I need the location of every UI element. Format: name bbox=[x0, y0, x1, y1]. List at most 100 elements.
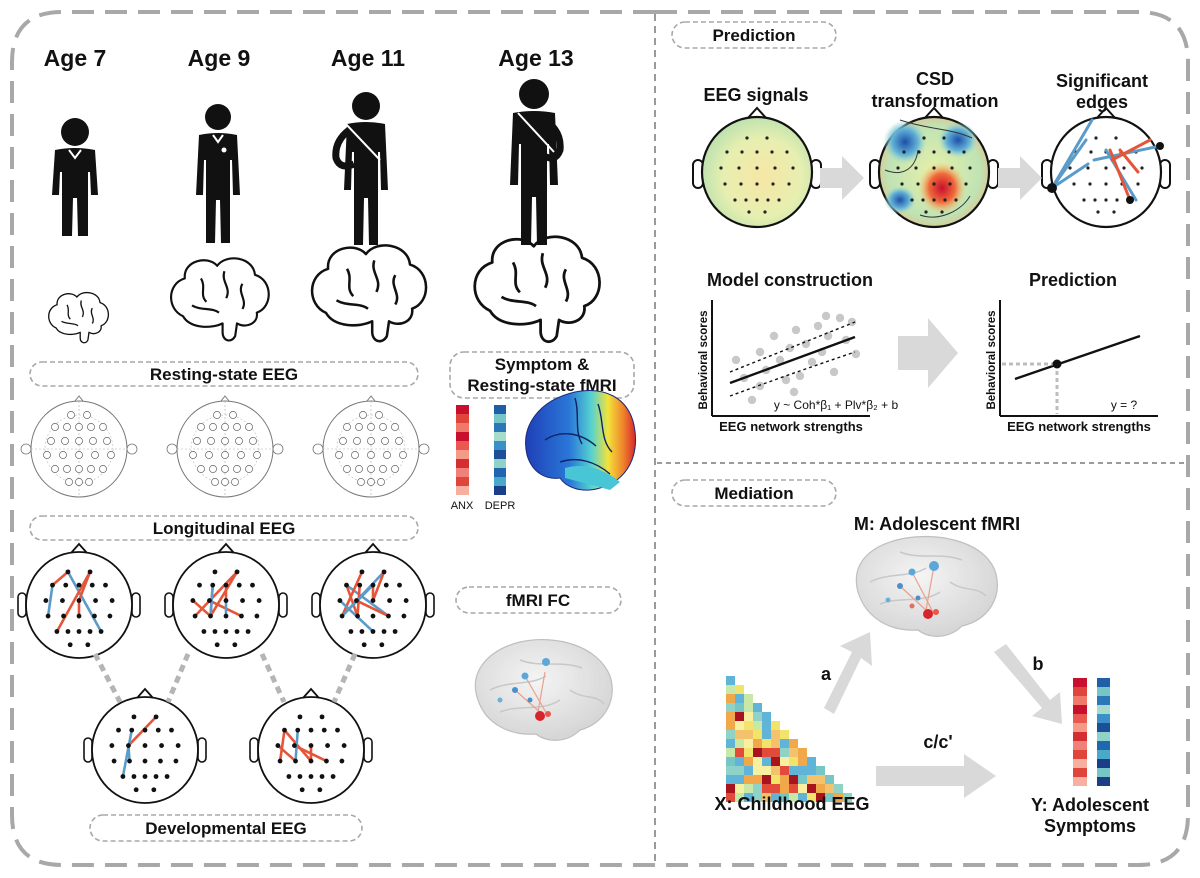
strip-cell bbox=[494, 477, 506, 486]
strip-cell bbox=[1073, 723, 1087, 732]
electrode bbox=[63, 465, 71, 473]
head-map bbox=[311, 542, 435, 659]
strip-cell bbox=[494, 405, 506, 414]
electrode bbox=[233, 465, 241, 473]
matrix-cell bbox=[744, 775, 753, 784]
electrode bbox=[370, 598, 376, 603]
electrode-montage bbox=[166, 395, 284, 498]
scatter-point bbox=[795, 371, 805, 381]
electrode bbox=[142, 743, 148, 748]
matrix-cell bbox=[762, 712, 771, 721]
electrode bbox=[275, 743, 281, 748]
eeg-signals-label: EEG signals bbox=[703, 85, 808, 105]
matrix-cell bbox=[798, 766, 807, 775]
electrode-montages bbox=[20, 395, 430, 498]
electrode bbox=[353, 437, 361, 445]
electrode-montage bbox=[20, 395, 138, 498]
scatter-point bbox=[829, 367, 839, 377]
electrode bbox=[397, 582, 402, 588]
electrode bbox=[142, 774, 148, 779]
matrix-cell bbox=[789, 784, 798, 793]
electrode bbox=[755, 182, 759, 186]
electrode bbox=[99, 465, 107, 473]
electrode bbox=[76, 629, 82, 634]
electrode bbox=[297, 774, 303, 779]
electrode bbox=[169, 727, 174, 733]
matrix-cell bbox=[726, 793, 735, 802]
age-title: Age 9 bbox=[188, 45, 251, 71]
electrode bbox=[211, 478, 219, 486]
electrode bbox=[1140, 166, 1144, 170]
electrode bbox=[344, 582, 349, 588]
svg-text:fMRI FC: fMRI FC bbox=[506, 591, 570, 610]
svg-text:Resting-state fMRI: Resting-state fMRI bbox=[467, 376, 616, 395]
electrode bbox=[231, 478, 239, 486]
matrix-cell bbox=[762, 784, 771, 793]
matrix-cell bbox=[753, 775, 762, 784]
electrode bbox=[367, 478, 375, 486]
electrode bbox=[355, 613, 360, 619]
matrix-cell bbox=[789, 748, 798, 757]
electrode bbox=[212, 569, 218, 575]
matrix-cell bbox=[735, 757, 744, 766]
electrode bbox=[107, 451, 115, 459]
electrode bbox=[367, 451, 375, 459]
x-axis-label: EEG network strengths bbox=[1007, 419, 1151, 434]
electrode bbox=[133, 787, 139, 793]
electrode bbox=[116, 727, 121, 733]
electrode bbox=[212, 629, 218, 634]
matrix-cell bbox=[762, 775, 771, 784]
electrode bbox=[370, 582, 376, 588]
matrix-cell bbox=[816, 784, 825, 793]
electrode bbox=[193, 437, 201, 445]
matrix-cell bbox=[771, 721, 780, 730]
electrode bbox=[190, 598, 196, 603]
electrode bbox=[197, 423, 205, 431]
matrix-cell bbox=[807, 793, 816, 802]
matrix-cell bbox=[753, 757, 762, 766]
electrode bbox=[917, 150, 921, 154]
electrode bbox=[744, 198, 748, 202]
matrix-cell bbox=[825, 793, 834, 802]
electrode bbox=[1072, 182, 1076, 186]
electrode bbox=[339, 613, 345, 619]
electrode bbox=[229, 411, 237, 419]
scatter-point bbox=[813, 321, 823, 331]
matrix-cell bbox=[798, 784, 807, 793]
electrode bbox=[43, 598, 49, 603]
electrode bbox=[351, 451, 359, 459]
matrix-cell bbox=[834, 793, 843, 802]
strip-cell bbox=[1073, 678, 1087, 687]
x-axis-label: EEG network strengths bbox=[719, 419, 863, 434]
electrode bbox=[205, 451, 213, 459]
electrode bbox=[223, 598, 229, 603]
electrode bbox=[99, 423, 107, 431]
electrode bbox=[308, 743, 314, 748]
matrix-cell bbox=[735, 793, 744, 802]
electrode bbox=[201, 629, 207, 634]
electrode bbox=[359, 629, 365, 634]
scatter-point bbox=[807, 357, 817, 367]
electrode bbox=[1082, 198, 1086, 202]
head-map bbox=[249, 687, 373, 804]
matrix-cell bbox=[825, 784, 834, 793]
electrode bbox=[1089, 150, 1093, 154]
strip-cell bbox=[456, 405, 469, 414]
strip-cell bbox=[1073, 687, 1087, 696]
strip-cell bbox=[1097, 696, 1110, 705]
right-panel-border bbox=[655, 10, 1190, 867]
electrode bbox=[771, 182, 775, 186]
electrode bbox=[83, 411, 91, 419]
electrode bbox=[76, 613, 82, 619]
electrode bbox=[932, 150, 936, 154]
matrix-cell bbox=[726, 766, 735, 775]
pill-resting-state-eeg: Resting-state EEG bbox=[29, 361, 419, 387]
scatter-point bbox=[731, 355, 741, 365]
electrode bbox=[1093, 198, 1097, 202]
electrode bbox=[153, 774, 159, 779]
electrode bbox=[286, 774, 292, 779]
electrode bbox=[354, 598, 359, 603]
electrode bbox=[1115, 198, 1119, 202]
svg-text:Symptom &: Symptom & bbox=[495, 355, 589, 374]
electrode bbox=[158, 758, 163, 764]
